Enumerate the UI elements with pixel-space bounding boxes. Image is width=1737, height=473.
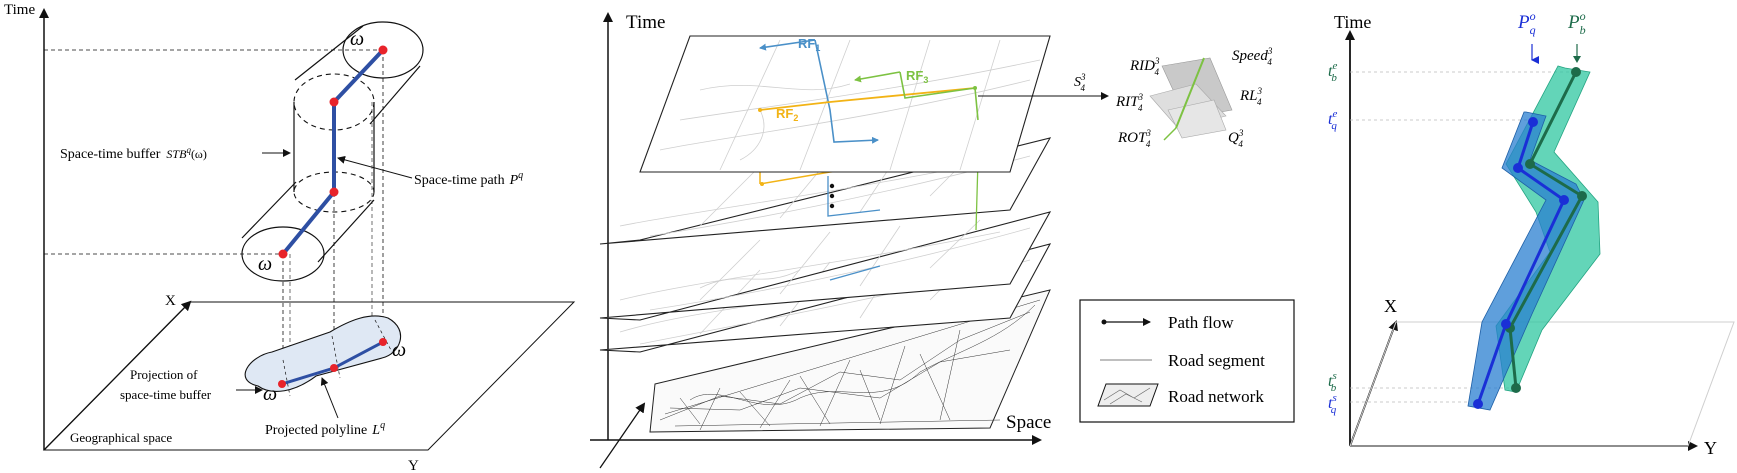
rf2-label: RF2 xyxy=(776,106,798,123)
buffer-disk-bottom xyxy=(241,226,325,282)
segment-label: S3 4 xyxy=(1074,72,1086,93)
rid-label: RID3 4 xyxy=(1129,56,1160,77)
geographical-plane xyxy=(42,301,576,451)
feature-labels: RID3 4 Speed3 4 RIT3 4 RL3 4 ROT3 4 Q3 4 xyxy=(1115,46,1273,149)
rf3-branch xyxy=(854,71,901,83)
panel-layered-road-flows: Time Space xyxy=(590,12,1295,469)
buffer-edge xyxy=(317,199,375,263)
t-qe-label: te q xyxy=(1328,108,1337,132)
panel-space-time-buffer: Time X Y Geographical space xyxy=(4,2,576,473)
path-label: Space-time path Pq xyxy=(414,170,523,188)
rf1-path xyxy=(814,39,879,144)
rf1-label: RF1 xyxy=(798,36,820,53)
t-be-label: te b xyxy=(1328,60,1337,84)
t-bs-label: ts b xyxy=(1328,370,1337,394)
omega-proj-right: ω xyxy=(392,339,406,361)
projected-guide xyxy=(374,319,393,353)
proj-polyline-pointer xyxy=(320,377,339,419)
path-node xyxy=(329,97,339,107)
proj-polyline-label: Projected polyline Lq xyxy=(265,420,385,438)
time-axis-label: Time xyxy=(626,12,665,33)
projected-node xyxy=(278,380,286,388)
road-network-lines xyxy=(659,299,1041,431)
buffer-edge xyxy=(241,181,297,239)
depth-axis xyxy=(599,402,646,469)
legend-road-network: Road network xyxy=(1168,387,1264,406)
omega-label-bottom: ω xyxy=(258,253,272,275)
feature-planes-icon xyxy=(1149,57,1233,141)
rl-label: RL3 4 xyxy=(1239,86,1263,107)
projected-buffer xyxy=(244,315,402,392)
rf1-branch xyxy=(759,39,816,51)
path-b-nodes xyxy=(1505,67,1587,393)
y-axis-label: Y xyxy=(408,458,419,473)
proj-buffer-label-1: Projection of xyxy=(130,367,198,382)
projected-node xyxy=(379,338,387,346)
omega-proj-left: ω xyxy=(263,383,277,405)
omega-label-top: ω xyxy=(350,28,364,50)
buffer-edge xyxy=(294,25,364,81)
path-q-nodes xyxy=(1473,117,1569,409)
ground-plane xyxy=(1349,321,1735,447)
path-node xyxy=(378,45,388,55)
x-axis-label: X xyxy=(1384,296,1397,316)
path-node xyxy=(329,187,339,197)
path-pointer xyxy=(337,155,413,179)
rf3-path xyxy=(899,71,979,121)
rf3-label: RF3 xyxy=(906,68,928,85)
path-node xyxy=(278,249,288,259)
pb-label: Po b xyxy=(1567,9,1586,37)
rf-segment xyxy=(829,265,881,281)
plane-1: RF1 RF2 RF3 xyxy=(639,35,1051,173)
legend-path-flow: Path flow xyxy=(1168,313,1234,332)
stb-label: Space-time buffer STBq(ω) xyxy=(60,145,207,162)
speed-label: Speed3 4 xyxy=(1232,46,1273,67)
y-axis-label: Y xyxy=(1704,438,1717,458)
time-axis-label: Time xyxy=(1334,12,1371,32)
q-label: Q3 4 xyxy=(1228,128,1244,149)
projected-guide xyxy=(282,359,291,397)
proj-buffer-label-2: space-time buffer xyxy=(120,387,212,402)
legend-road-segment: Road segment xyxy=(1168,351,1265,370)
panel-buffer-comparison: Time Y X Po q Po b te b te q ts b xyxy=(1328,9,1735,458)
projected-node xyxy=(330,364,338,372)
pq-label: Po q xyxy=(1517,9,1536,37)
rot-label: ROT3 4 xyxy=(1117,128,1151,149)
projected-guide xyxy=(331,335,341,379)
x-axis-label: X xyxy=(165,293,176,309)
space-axis-label: Space xyxy=(1006,412,1051,433)
buffer-edge xyxy=(369,65,421,125)
pb-pointer-head xyxy=(1573,56,1581,63)
rf2-path xyxy=(759,87,976,111)
rf1-layer2 xyxy=(827,176,881,217)
rit-label: RIT3 4 xyxy=(1115,92,1144,113)
plane-3 xyxy=(599,211,1052,321)
buffer-disk-top xyxy=(342,21,424,79)
legend: Path flow Road segment Road network xyxy=(1079,299,1295,423)
time-axis-label: Time xyxy=(4,2,35,18)
t-qs-label: ts q xyxy=(1328,392,1337,416)
geographical-space-label: Geographical space xyxy=(70,430,172,445)
space-time-path xyxy=(281,48,385,256)
